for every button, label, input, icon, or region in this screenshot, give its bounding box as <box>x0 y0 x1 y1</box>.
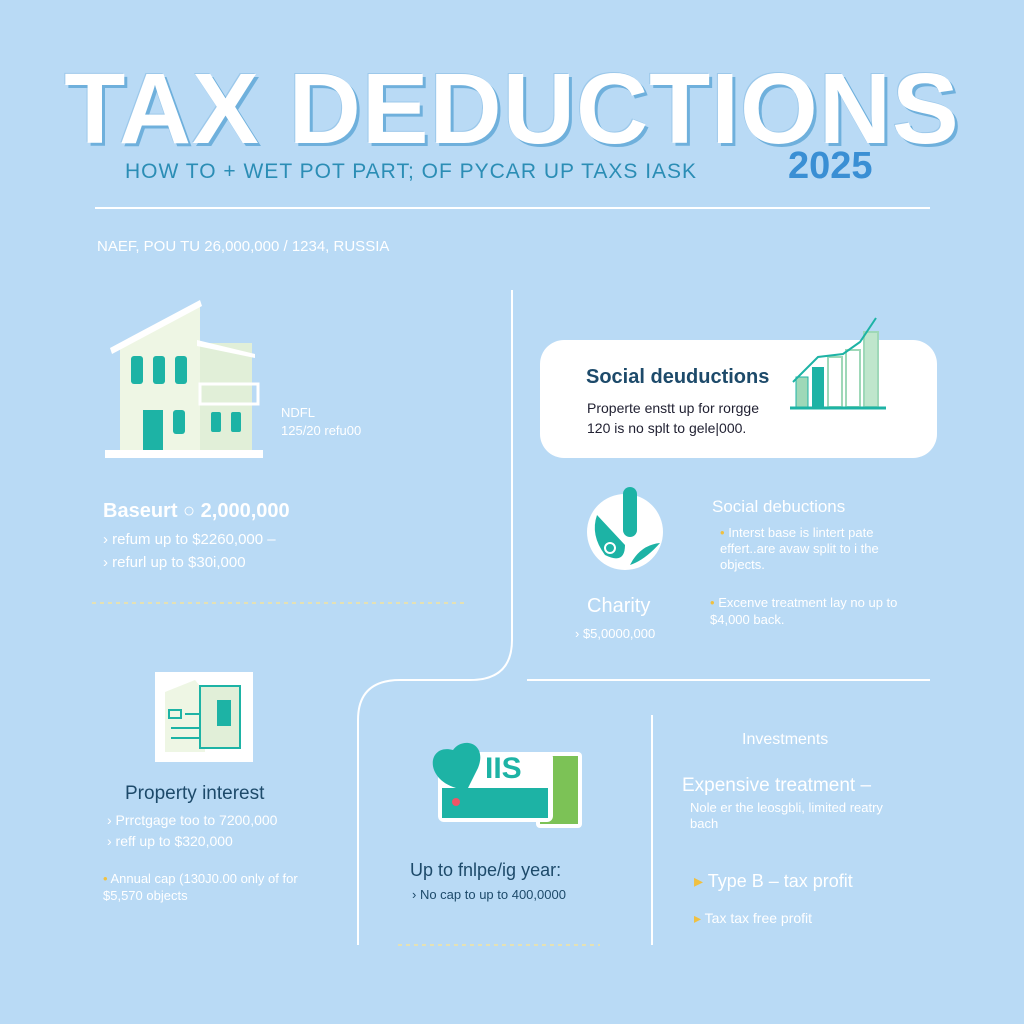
investments-text: Nole er the leosgbli, limited reatry bac… <box>690 800 883 831</box>
investment-item: Tax tax free profit <box>704 910 813 926</box>
investments-label: Investments <box>742 731 829 748</box>
charity-note: Excenve treatment lay no up to $4,000 ba… <box>710 595 898 627</box>
document-icon <box>155 672 253 762</box>
ndfl-value: 125/20 refu00 <box>281 423 362 438</box>
interest-line: › reff up to $320,000 <box>107 833 233 849</box>
investments-title: Expensive treatment – <box>682 775 872 796</box>
iis-line: › No cap to up to 400,0000 <box>412 887 566 902</box>
subtitle: HOW TO + WET POT PART; OF PYCAR UP TAXS … <box>125 160 698 183</box>
header-divider <box>95 207 930 209</box>
info-line: NAEF, POU TU 26,000,000 / 1234, RUSSIA <box>97 238 390 255</box>
charity-value: › $5,0000,000 <box>575 626 656 641</box>
charity-title: Charity <box>587 595 651 617</box>
property-interest-title: Property interest <box>125 783 265 804</box>
social-deductions-text: Interst base is lintert pate effert..are… <box>720 525 879 572</box>
house-icon <box>105 300 263 458</box>
interest-note: Annual cap (130J0.00 only of for $5,570 … <box>103 871 298 903</box>
social-card-line: 120 is no splt to gele|000. <box>587 420 747 436</box>
year: 2025 <box>788 145 873 187</box>
social-deductions-subtitle: Social debuctions <box>712 497 846 516</box>
charity-icon <box>587 487 663 570</box>
property-heading: Baseurt ○ 2,000,000 <box>103 500 290 522</box>
interest-line: › Prrctgage too to 7200,000 <box>107 812 278 828</box>
property-line: › refurl up to $30i,000 <box>103 554 246 571</box>
ndfl-label: NDFL <box>281 405 315 420</box>
iis-title: Up to fnlpe/ig year: <box>410 860 562 880</box>
investment-item: Type B – tax profit <box>707 871 853 891</box>
property-line: › refum up to $2260,000 – <box>103 531 276 548</box>
growth-chart-icon <box>790 317 886 410</box>
social-card-line: Properte enstt up for rorgge <box>587 400 759 416</box>
iis-card-text: IIS <box>485 752 522 785</box>
iis-card-icon <box>432 742 582 828</box>
social-card-title: Social deuductions <box>586 366 770 388</box>
page-title: TAX DEDUCTIONS <box>64 53 960 165</box>
